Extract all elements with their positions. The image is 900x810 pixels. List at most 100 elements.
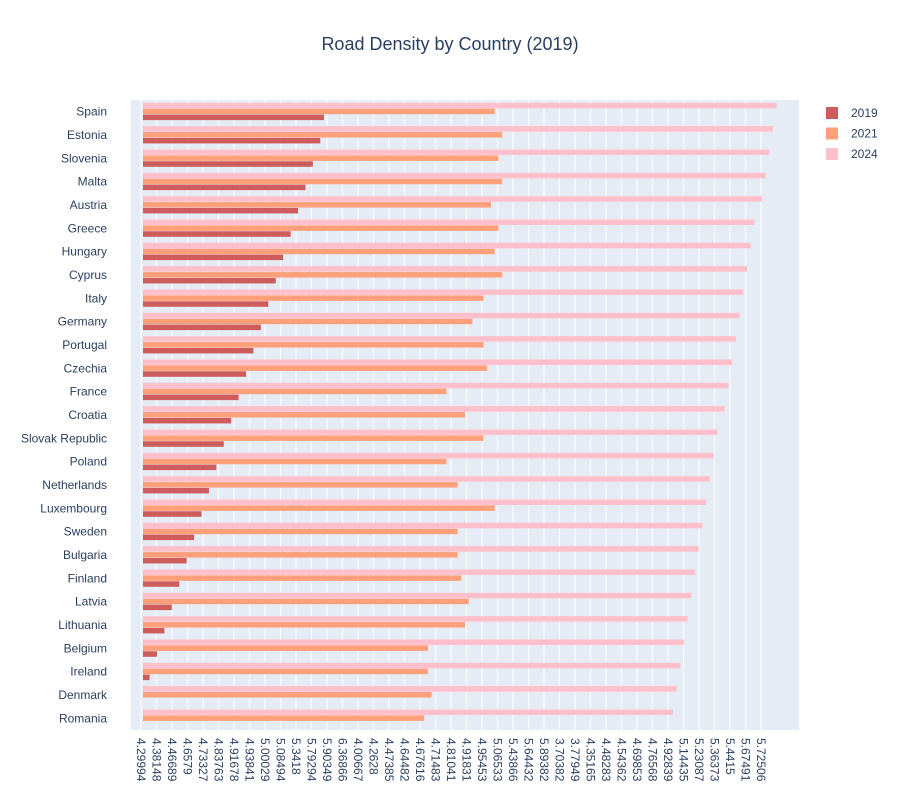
bar-2019[interactable] <box>143 207 298 214</box>
legend-item-2024[interactable]: 2024 <box>826 147 878 161</box>
bar-2021[interactable] <box>143 365 488 371</box>
chart-title: Road Density by Country (2019) <box>321 34 578 54</box>
bar-2019[interactable] <box>143 464 217 471</box>
bar-2019[interactable] <box>143 324 261 331</box>
x-tick-label: 5.14435 <box>677 738 691 782</box>
bar-2019[interactable] <box>143 347 254 354</box>
bar-2024[interactable] <box>143 499 707 505</box>
bar-2021[interactable] <box>143 272 503 278</box>
legend[interactable]: 2019 2021 2024 <box>826 106 878 161</box>
bar-2019[interactable] <box>143 604 172 611</box>
bar-2021[interactable] <box>143 248 495 255</box>
bar-2019[interactable] <box>143 627 165 634</box>
legend-label: 2021 <box>851 127 878 141</box>
bar-2019[interactable] <box>143 137 321 144</box>
bar-2019[interactable] <box>143 254 284 261</box>
bar-2021[interactable] <box>143 225 499 231</box>
y-category-label: Czechia <box>64 361 108 375</box>
bar-2021[interactable] <box>143 552 458 558</box>
bar-2021[interactable] <box>143 622 465 628</box>
bar-2019[interactable] <box>143 674 150 681</box>
y-category-label: Portugal <box>62 338 107 352</box>
bar-2019[interactable] <box>143 277 276 284</box>
bar-2024[interactable] <box>143 476 710 482</box>
bar-2019[interactable] <box>143 581 180 587</box>
bar-2024[interactable] <box>143 522 703 529</box>
bar-2024[interactable] <box>143 452 714 459</box>
bar-2024[interactable] <box>143 382 729 389</box>
bar-2024[interactable] <box>143 219 755 225</box>
bar-2019[interactable] <box>143 394 239 401</box>
x-tick-label: 4.48283 <box>599 738 613 782</box>
bar-2024[interactable] <box>143 196 762 202</box>
bar-2024[interactable] <box>143 686 677 692</box>
bar-2021[interactable] <box>143 435 484 441</box>
bar-2024[interactable] <box>143 709 673 715</box>
bar-2024[interactable] <box>143 429 718 435</box>
bar-2021[interactable] <box>143 108 495 115</box>
bar-2024[interactable] <box>143 172 766 179</box>
y-category-label: Lithuania <box>58 618 107 632</box>
bar-2021[interactable] <box>143 318 473 325</box>
bar-2021[interactable] <box>143 715 425 721</box>
bar-2024[interactable] <box>143 266 748 272</box>
bar-2024[interactable] <box>143 126 774 132</box>
bar-2021[interactable] <box>143 645 428 651</box>
y-category-label: Romania <box>59 711 107 725</box>
bar-2021[interactable] <box>143 202 491 208</box>
bar-2024[interactable] <box>143 149 770 155</box>
bar-2024[interactable] <box>143 312 740 319</box>
bar-2024[interactable] <box>143 406 725 412</box>
bar-2021[interactable] <box>143 388 447 395</box>
bar-2019[interactable] <box>143 184 306 191</box>
bar-2024[interactable] <box>143 359 733 365</box>
bar-2019[interactable] <box>143 371 247 377</box>
bar-2024[interactable] <box>143 336 736 342</box>
bar-2024[interactable] <box>143 546 699 552</box>
bar-2021[interactable] <box>143 575 462 581</box>
bar-2021[interactable] <box>143 132 503 138</box>
legend-item-2021[interactable]: 2021 <box>826 127 878 141</box>
bar-2019[interactable] <box>143 114 324 121</box>
bar-2021[interactable] <box>143 458 447 465</box>
bar-2021[interactable] <box>143 528 458 535</box>
bar-2024[interactable] <box>143 242 751 249</box>
bar-2024[interactable] <box>143 569 696 575</box>
bar-2024[interactable] <box>143 592 692 599</box>
bar-2019[interactable] <box>143 301 269 307</box>
bar-2021[interactable] <box>143 668 428 675</box>
bar-2021[interactable] <box>143 342 484 348</box>
bar-2019[interactable] <box>143 231 291 237</box>
bar-2019[interactable] <box>143 487 209 494</box>
bar-2021[interactable] <box>143 692 432 698</box>
bar-2024[interactable] <box>143 289 744 295</box>
bar-2019[interactable] <box>143 161 313 167</box>
y-category-label: France <box>70 385 108 399</box>
bar-2024[interactable] <box>143 616 688 622</box>
bar-2024[interactable] <box>143 639 684 645</box>
legend-item-2019[interactable]: 2019 <box>826 106 878 120</box>
bar-2019[interactable] <box>143 557 187 564</box>
bar-2019[interactable] <box>143 441 224 447</box>
x-tick-label: 4.47385 <box>382 738 396 782</box>
bar-2024[interactable] <box>143 662 681 669</box>
bar-2021[interactable] <box>143 598 469 605</box>
x-tick-label: 5.79294 <box>305 738 319 782</box>
bar-2021[interactable] <box>143 482 458 488</box>
bar-2021[interactable] <box>143 178 503 185</box>
bar-2024[interactable] <box>143 102 777 109</box>
bar-2021[interactable] <box>143 412 465 418</box>
bar-2019[interactable] <box>143 534 195 541</box>
bar-2019[interactable] <box>143 511 202 517</box>
bar-2019[interactable] <box>143 651 157 657</box>
y-axis-labels: Spain Estonia Slovenia Malta Austria Greece Hu… <box>21 105 108 726</box>
bar-2019[interactable] <box>143 417 232 424</box>
bar-2021[interactable] <box>143 155 499 161</box>
x-tick-label: 5.67491 <box>739 738 753 782</box>
x-tick-label: 5.90349 <box>320 738 334 782</box>
y-category-label: Netherlands <box>42 478 107 492</box>
bar-2021[interactable] <box>143 505 495 511</box>
x-tick-label: 5.4415 <box>723 738 737 775</box>
bar-2021[interactable] <box>143 295 484 301</box>
y-category-label: Finland <box>68 571 107 585</box>
